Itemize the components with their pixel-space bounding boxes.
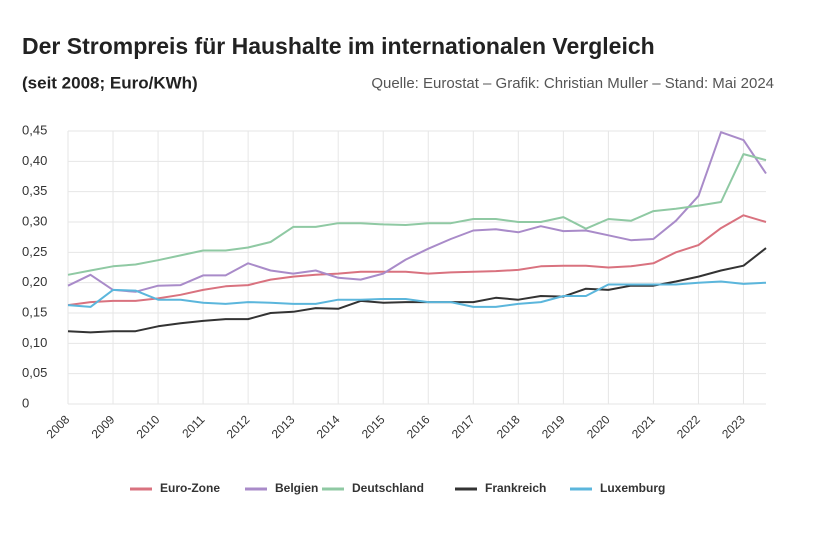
y-tick-label: 0,35 — [22, 183, 47, 198]
source: Quelle: Eurostat – Grafik: Christian Mul… — [371, 75, 774, 92]
chart-title: Der Strompreis für Haushalte im internat… — [22, 33, 655, 59]
line — [67, 247, 767, 334]
line — [67, 131, 767, 293]
line — [67, 280, 767, 308]
y-tick-label: 0,20 — [22, 274, 47, 289]
y-tick-label: 0,15 — [22, 304, 47, 319]
chart-subtitle: (seit 2008; Euro/KWh) — [22, 73, 198, 92]
y-tick-label: 0,45 — [22, 122, 47, 137]
y-tick-label: 0,05 — [22, 365, 47, 380]
y-tick-label: 0,25 — [22, 244, 47, 259]
line — [67, 153, 767, 276]
y-tick-label: 0,30 — [22, 213, 47, 228]
y-tick-label: 0,10 — [22, 335, 47, 350]
legend-label: Deutschland — [352, 481, 424, 495]
legend-label: Frankreich — [485, 481, 546, 495]
line — [67, 214, 767, 307]
y-tick-label: 0 — [22, 395, 29, 410]
legend-label: Belgien — [275, 481, 318, 495]
legend-label: Luxemburg — [600, 481, 665, 495]
legend-label: Euro-Zone — [160, 481, 220, 495]
y-tick-label: 0,40 — [22, 153, 47, 168]
